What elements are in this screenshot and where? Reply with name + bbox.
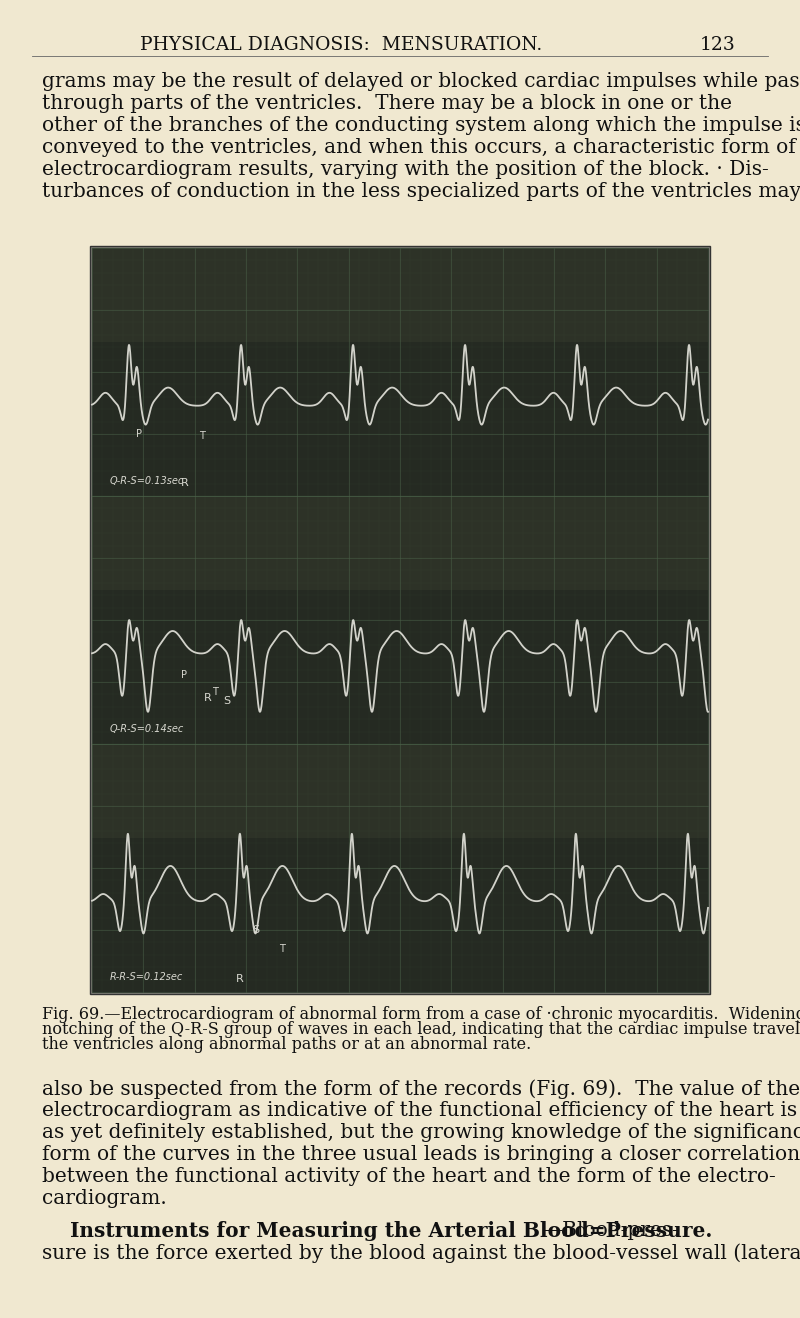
- Text: Instruments for Measuring the Arterial Blood=Pressure.: Instruments for Measuring the Arterial B…: [42, 1220, 712, 1242]
- Text: other of the branches of the conducting system along which the impulse is: other of the branches of the conducting …: [42, 116, 800, 134]
- Text: S: S: [252, 924, 259, 934]
- Text: through parts of the ventricles.  There may be a block in one or the: through parts of the ventricles. There m…: [42, 94, 732, 113]
- Text: PHYSICAL DIAGNOSIS:  MENSURATION.: PHYSICAL DIAGNOSIS: MENSURATION.: [140, 36, 542, 54]
- Bar: [92, 496, 708, 590]
- Text: electrocardiogram results, varying with the position of the block. · Dis-: electrocardiogram results, varying with …: [42, 159, 768, 179]
- Text: T: T: [279, 944, 286, 954]
- Bar: [92, 743, 708, 838]
- Text: Fig. 69.—Electrocardiogram of abnormal form from a case of ·chronic myocarditis.: Fig. 69.—Electrocardiogram of abnormal f…: [42, 1006, 800, 1023]
- Bar: [92, 248, 708, 343]
- Text: cardiogram.: cardiogram.: [42, 1189, 166, 1209]
- Text: notching of the Q-R-S group of waves in each lead, indicating that the cardiac i: notching of the Q-R-S group of waves in …: [42, 1021, 800, 1039]
- Text: conveyed to the ventricles, and when this occurs, a characteristic form of: conveyed to the ventricles, and when thi…: [42, 138, 795, 157]
- Text: P: P: [136, 428, 142, 439]
- Text: between the functional activity of the heart and the form of the electro-: between the functional activity of the h…: [42, 1166, 775, 1186]
- Text: grams may be the result of delayed or blocked cardiac impulses while passing: grams may be the result of delayed or bl…: [42, 72, 800, 91]
- Bar: [90, 246, 710, 994]
- Text: electrocardiogram as indicative of the functional efficiency of the heart is not: electrocardiogram as indicative of the f…: [42, 1101, 800, 1120]
- Text: —Blood-pres-: —Blood-pres-: [542, 1220, 679, 1240]
- Text: as yet definitely established, but the growing knowledge of the significance in: as yet definitely established, but the g…: [42, 1123, 800, 1141]
- Text: T: T: [212, 687, 218, 696]
- Text: R-R-S=0.12sec: R-R-S=0.12sec: [110, 971, 183, 982]
- Text: P: P: [181, 670, 187, 680]
- Text: Q-R-S=0.14sec: Q-R-S=0.14sec: [110, 724, 184, 734]
- Text: S: S: [223, 696, 230, 706]
- Text: also be suspected from the form of the records (Fig. 69).  The value of the: also be suspected from the form of the r…: [42, 1079, 800, 1099]
- Text: R: R: [236, 974, 244, 983]
- Text: T: T: [199, 431, 205, 440]
- Bar: [92, 248, 708, 992]
- Text: the ventricles along abnormal paths or at an abnormal rate.: the ventricles along abnormal paths or a…: [42, 1036, 531, 1053]
- Text: sure is the force exerted by the blood against the blood-vessel wall (lateral: sure is the force exerted by the blood a…: [42, 1243, 800, 1263]
- Text: Q-R-S=0.13sec: Q-R-S=0.13sec: [110, 476, 184, 486]
- Text: turbances of conduction in the less specialized parts of the ventricles may: turbances of conduction in the less spec…: [42, 182, 800, 202]
- Text: R: R: [181, 477, 189, 488]
- Text: R: R: [203, 693, 211, 702]
- Text: 123: 123: [700, 36, 736, 54]
- Text: form of the curves in the three usual leads is bringing a closer correlation: form of the curves in the three usual le…: [42, 1145, 800, 1164]
